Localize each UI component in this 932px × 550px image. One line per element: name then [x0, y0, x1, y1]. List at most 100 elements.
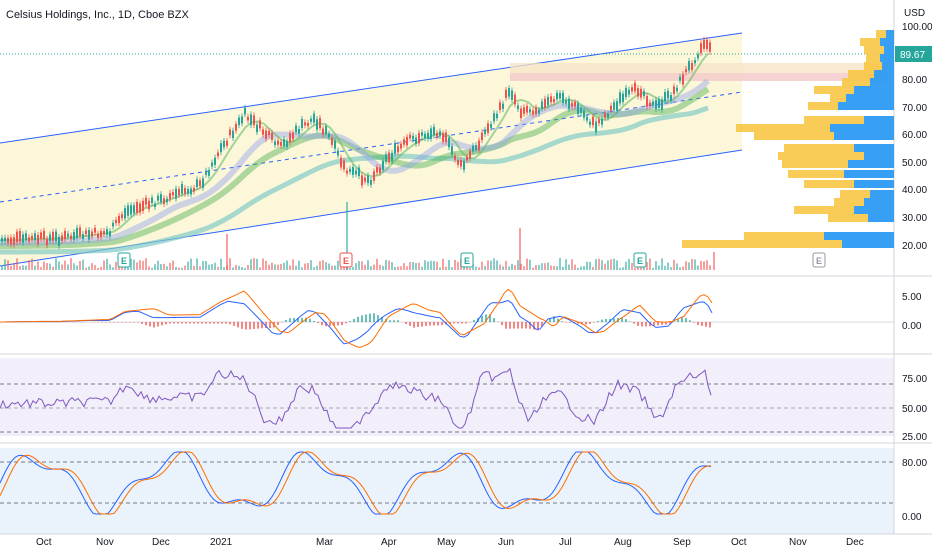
currency-label: USD: [904, 8, 926, 19]
zone-box-lower[interactable]: [510, 73, 888, 81]
candle: [196, 176, 198, 191]
earnings-badge[interactable]: E: [633, 252, 647, 268]
candle: [181, 180, 183, 197]
earnings-badges[interactable]: E E E E E: [117, 252, 826, 268]
macd-histogram-bar: [641, 322, 643, 327]
volume-bar: [271, 262, 273, 270]
volume-bar: [232, 267, 234, 270]
candle: [34, 230, 36, 244]
macd-histogram-bar: [697, 322, 699, 325]
volume-bar: [253, 258, 255, 270]
volume-bar: [667, 262, 669, 270]
candle: [304, 119, 306, 129]
candle: [127, 202, 129, 219]
time-axis[interactable]: Oct Nov Dec 2021 Mar Apr May Jun Jul Aug…: [36, 537, 864, 548]
candlestick-series[interactable]: [1, 36, 711, 249]
macd-histogram-bar: [309, 318, 311, 322]
volume-profile-row: [864, 46, 884, 54]
volume-bar: [337, 260, 339, 270]
earnings-badge[interactable]: E: [812, 252, 826, 268]
volume-bar: [451, 267, 453, 270]
candle: [13, 234, 15, 248]
volume-bar: [487, 260, 489, 270]
macd-histogram-bar: [129, 322, 131, 323]
volume-bar: [364, 264, 366, 270]
price-axis[interactable]: 100.00 80.00 70.00 60.00 50.00 40.00 30.…: [895, 22, 932, 252]
candle: [208, 167, 210, 179]
volume-profile-row: [868, 214, 894, 222]
macd-axis[interactable]: 5.00 0.00: [902, 292, 922, 332]
volume-bar: [571, 259, 573, 270]
volume-bar: [610, 259, 612, 270]
candle: [373, 168, 375, 184]
earnings-badge[interactable]: E: [460, 252, 474, 268]
candle: [451, 143, 453, 158]
candle: [253, 112, 255, 129]
macd-histogram-bar: [669, 322, 671, 324]
volume-bar: [307, 263, 309, 270]
volume-bar: [382, 265, 384, 270]
volume-profile-row: [882, 62, 894, 70]
volume-bar: [346, 202, 348, 270]
volume-profile-row: [838, 102, 894, 110]
channel-upper-line[interactable]: [0, 32, 743, 144]
earnings-badge[interactable]: E: [117, 252, 131, 268]
volume-bar: [34, 265, 36, 270]
macd-histogram-bar: [649, 322, 651, 327]
rsi-pane-background: [0, 358, 894, 436]
stoch-axis[interactable]: 80.00 0.00: [902, 458, 927, 523]
macd-indicator[interactable]: [0, 288, 894, 349]
volume-bar: [529, 259, 531, 270]
volume-bar: [532, 267, 534, 270]
volume-bar: [430, 260, 432, 270]
candle: [118, 212, 120, 227]
macd-histogram-bar: [673, 321, 675, 322]
macd-signal-line: [0, 288, 713, 349]
volume-bar: [565, 259, 567, 270]
candle: [403, 136, 405, 148]
candle: [310, 115, 312, 125]
volume-bar: [511, 263, 513, 270]
macd-histogram-bar: [685, 317, 687, 322]
candle: [133, 202, 135, 217]
macd-histogram-bar: [161, 322, 163, 326]
volume-bar: [472, 263, 474, 270]
volume-bar: [70, 258, 72, 270]
earnings-badge[interactable]: E: [339, 252, 353, 268]
volume-bar: [358, 261, 360, 270]
macd-histogram-bar: [417, 322, 419, 328]
candle: [358, 164, 360, 180]
volume-bar: [88, 266, 90, 270]
volume-bar: [424, 260, 426, 270]
candle: [355, 167, 357, 178]
candle: [460, 157, 462, 170]
volume-bar: [397, 266, 399, 270]
volume-bar: [619, 267, 621, 270]
candle: [448, 134, 450, 151]
zone-box-upper[interactable]: [510, 63, 888, 73]
candle: [625, 84, 627, 101]
candle: [385, 151, 387, 165]
volume-bar: [328, 263, 330, 270]
volume-bar: [106, 258, 108, 270]
candle: [151, 194, 153, 207]
volume-bar: [700, 260, 702, 270]
volume-profile[interactable]: [682, 30, 894, 248]
volume-bar: [706, 260, 708, 270]
rsi-indicator[interactable]: [0, 367, 712, 429]
volume-bar: [544, 263, 546, 270]
candle: [376, 164, 378, 176]
candle: [157, 192, 159, 204]
volume-bar: [145, 258, 147, 270]
candle: [352, 164, 354, 178]
candle: [400, 140, 402, 152]
volume-bar: [7, 260, 9, 270]
volume-bar: [289, 265, 291, 270]
symbol-title[interactable]: Celsius Holdings, Inc., 1D, Cboe BZX: [6, 9, 189, 21]
volume-bar: [229, 258, 231, 270]
volume-bar: [415, 262, 417, 270]
candle: [514, 91, 516, 108]
stochastic-indicator[interactable]: [0, 451, 712, 515]
rsi-axis[interactable]: 75.00 50.00 25.00: [902, 374, 927, 443]
